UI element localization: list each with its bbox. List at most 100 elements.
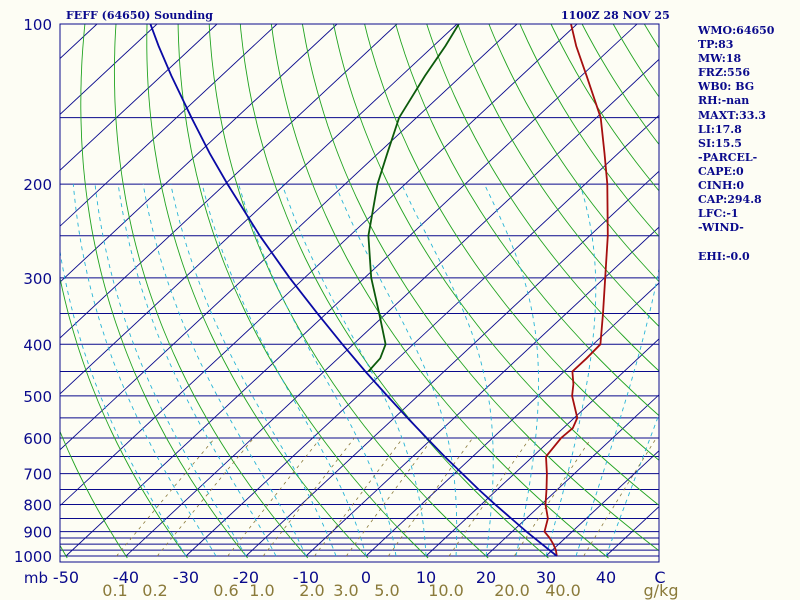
dry-adiabat-line xyxy=(113,24,309,559)
dry-adiabat-line xyxy=(333,24,659,506)
mixing-ratio-line xyxy=(387,437,474,557)
dry-adiabat-line xyxy=(60,430,128,559)
mixing-ratio-label: 5.0 xyxy=(374,581,399,600)
mixing-ratio-line xyxy=(448,437,531,557)
temperature-tick-label: -50 xyxy=(53,568,79,587)
index-line: CAP:294.8 xyxy=(698,193,762,207)
dry-adiabat-line xyxy=(426,24,659,372)
mixing-ratio-line xyxy=(227,437,322,557)
mixing-ratio-line xyxy=(156,437,255,557)
moist-adiabat-line xyxy=(281,183,427,557)
isotherm-line xyxy=(485,394,659,557)
index-line: LI:17.8 xyxy=(698,122,742,136)
chart-title: FEFF (64650) Sounding xyxy=(66,9,213,22)
dry-adiabat-line xyxy=(581,24,659,146)
dry-adiabat-line xyxy=(270,24,609,559)
isotherm-line xyxy=(545,450,659,557)
pressure-tick-label: 800 xyxy=(23,496,52,514)
pressure-tick-label: 900 xyxy=(23,524,52,542)
index-line: MAXT:33.3 xyxy=(698,108,766,122)
temperature-tick-label: -40 xyxy=(113,568,139,587)
mixing-ratio-unit-label: g/kg xyxy=(644,581,679,600)
temperature-tick-label: 10 xyxy=(416,568,436,587)
index-line: TP:83 xyxy=(698,38,734,52)
index-line: -PARCEL- xyxy=(698,150,758,164)
moist-adiabat-line xyxy=(575,266,659,557)
observation-time: 1100Z 28 NOV 25 xyxy=(561,9,670,22)
isotherm-line xyxy=(185,114,659,557)
isotherm-line xyxy=(125,58,659,557)
index-line: WB0: BG xyxy=(698,80,755,94)
dry-adiabat-line xyxy=(301,24,659,552)
pressure-tick-label: 200 xyxy=(23,176,52,194)
isotherm-line xyxy=(60,24,458,395)
moist-adiabat-line xyxy=(117,184,277,557)
dry-adiabat-line xyxy=(146,24,369,559)
pressure-tick-label: 600 xyxy=(23,430,52,448)
index-line: WMO:64650 xyxy=(698,24,775,37)
isotherm-line xyxy=(60,24,338,283)
moist-adiabat-line xyxy=(94,184,247,557)
moist-adiabat-line xyxy=(483,183,540,557)
mixing-ratio-line xyxy=(262,437,355,557)
mixing-ratio-line xyxy=(314,437,404,557)
temperature-profile xyxy=(543,24,609,557)
isotherm-line xyxy=(60,24,398,339)
temperature-tick-label: 20 xyxy=(476,568,496,587)
isotherm-line xyxy=(305,226,659,557)
pressure-tick-label: 500 xyxy=(23,388,52,406)
isotherm-line xyxy=(60,24,278,227)
mixing-ratio-label: 20.0 xyxy=(494,581,530,600)
moist-adiabat-line xyxy=(334,183,458,557)
isotherm-line xyxy=(60,24,158,115)
isotherm-line xyxy=(365,282,659,557)
dry-adiabat-line xyxy=(0,24,7,558)
moist-adiabat-line xyxy=(605,413,659,557)
dry-adiabat-line xyxy=(60,275,188,559)
mixing-ratio-label: 10.0 xyxy=(428,581,464,600)
index-line: LFC:-1 xyxy=(698,207,739,221)
dewpoint-profile xyxy=(367,24,460,373)
moist-adiabat-line xyxy=(142,184,307,557)
mixing-ratio-label: 40.0 xyxy=(545,581,581,600)
temperature-tick-label: -30 xyxy=(173,568,199,587)
index-line xyxy=(698,235,798,249)
temperature-tick-label: 0 xyxy=(361,568,371,587)
index-line: RH:-nan xyxy=(698,94,750,108)
temperature-tick-label: -10 xyxy=(293,568,319,587)
mixing-ratio-line xyxy=(345,437,434,557)
mixing-ratio-label: 3.0 xyxy=(333,581,358,600)
stability-indices-panel: WMO:64650 TP:83 MW:18 FRZ:556 WB0: BG RH:-nan… xyxy=(698,24,798,264)
moist-adiabat-line xyxy=(401,183,494,557)
pressure-tick-label: 100 xyxy=(23,16,52,34)
moist-adiabat-line xyxy=(72,184,217,557)
pressure-tick-label: 700 xyxy=(23,466,52,484)
moist-adiabat-line xyxy=(545,183,597,557)
isotherm-line xyxy=(60,24,578,507)
moist-adiabat-line xyxy=(60,248,187,557)
dry-adiabat-line xyxy=(488,24,659,283)
mixing-ratio-label: 1.0 xyxy=(249,581,274,600)
mixing-ratio-label: 0.2 xyxy=(142,581,167,600)
dry-adiabat-line xyxy=(239,24,549,559)
temperature-unit-label: C xyxy=(654,568,665,587)
pressure-unit-label: mb xyxy=(24,569,48,587)
temperature-tick-label: 30 xyxy=(536,568,556,587)
pressure-tick-label: 400 xyxy=(23,336,52,354)
index-line: MW:18 xyxy=(698,52,742,66)
isotherm-line xyxy=(60,24,518,451)
parcel-path xyxy=(149,24,558,557)
moist-adiabat-line xyxy=(201,183,367,557)
mixing-ratio-label: 0.6 xyxy=(213,581,238,600)
index-line: -WIND- xyxy=(698,221,744,235)
isotherm-line xyxy=(65,24,638,557)
index-line: SI:15.5 xyxy=(698,136,742,150)
mixing-ratio-label: 0.1 xyxy=(102,581,127,600)
dry-adiabat-line xyxy=(519,24,659,238)
plot-border xyxy=(59,23,660,563)
dry-adiabat-line xyxy=(395,24,659,417)
dry-adiabat-line xyxy=(550,24,659,192)
dry-adiabat-line xyxy=(80,24,248,559)
moist-adiabat-line xyxy=(170,184,337,557)
isotherm-line xyxy=(425,338,659,557)
